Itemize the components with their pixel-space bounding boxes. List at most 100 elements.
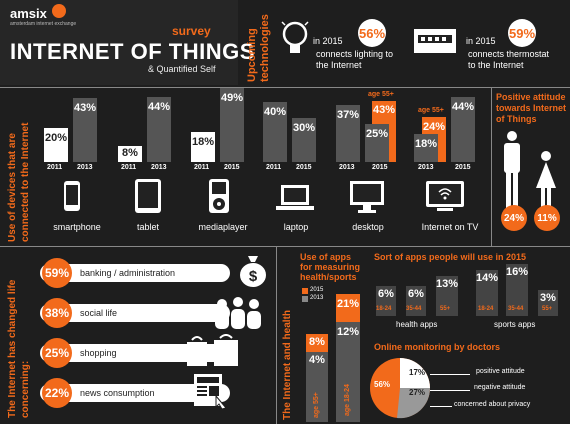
people-icon	[210, 296, 266, 335]
device-label-tablet: tablet	[136, 222, 160, 232]
desktop-bar-2015: 25%	[365, 124, 389, 162]
concern-text: banking / administration	[80, 268, 176, 278]
concerns-label: The Internet has changed life concerning…	[7, 279, 31, 418]
year-label: 2013	[418, 164, 434, 171]
device-label-desktop: desktop	[352, 222, 384, 232]
concern-bar	[40, 344, 230, 362]
age-label: 35-44	[406, 306, 422, 312]
tv-bar-2013: 18%	[414, 134, 438, 162]
smartphone-bar-2011: 20%	[44, 128, 68, 162]
monitor-pie	[368, 356, 432, 424]
divider	[491, 87, 492, 247]
newspaper-icon	[192, 372, 232, 417]
concern-pct: 22%	[42, 378, 72, 408]
upcoming-1-pct: 56%	[358, 19, 386, 47]
leader-line	[430, 406, 452, 407]
device-label-smartphone: smartphone	[53, 222, 101, 232]
logo: amsix	[10, 6, 47, 21]
age-label: 18-24	[478, 306, 494, 312]
device-label-mediaplayer: mediaplayer	[198, 222, 248, 232]
health-age-1824: age 18-24	[344, 384, 351, 416]
upcoming-label: Upcoming technologies	[246, 14, 271, 82]
monitor-negative-pct: 27%	[409, 388, 426, 397]
tv-bar-2015: 44%	[451, 97, 475, 162]
laptop-bar-2015: 30%	[292, 118, 316, 162]
monitor-positive-pct: 17%	[409, 368, 426, 377]
upcoming-1-text: connects lighting to the Internet	[316, 49, 394, 70]
logo-mark-icon	[52, 4, 66, 18]
sort-title: Sort of apps people will use in 2015	[374, 252, 527, 262]
age-label: 35-44	[508, 306, 524, 312]
age-label: 18-24	[376, 306, 392, 312]
year-label: 2011	[266, 164, 282, 171]
tablet-bar-2011: 8%	[118, 146, 142, 162]
concern-text: shopping	[80, 348, 117, 358]
age-note: age 55+	[368, 91, 394, 98]
desktop-icon	[349, 180, 385, 219]
year-label: 2011	[121, 164, 137, 171]
logo-subtitle: amsterdam internet exchange	[10, 21, 77, 27]
year-label: 2011	[194, 164, 210, 171]
monitor-positive-label: positive attitude	[476, 368, 525, 375]
tablet-icon	[134, 178, 162, 219]
legend-2015: 2015	[310, 287, 324, 293]
divider	[276, 247, 277, 424]
page-subtitle: & Quantified Self	[148, 64, 216, 74]
female-icon	[534, 150, 558, 215]
laptop-bar-2011: 40%	[263, 102, 287, 162]
attitude-label: Positive attitude towards Internet of Th…	[496, 92, 567, 124]
money-bag-icon: $	[238, 254, 268, 293]
year-label: 2013	[151, 164, 167, 171]
year-label: 2015	[296, 164, 312, 171]
sports-app-bar: 16%	[506, 264, 528, 316]
monitor-negative-label: negative attitude	[474, 384, 526, 391]
divider	[0, 87, 570, 88]
legend-2013: 2013	[310, 295, 324, 301]
tv-icon	[425, 180, 465, 219]
male-icon	[500, 130, 524, 215]
age-note: age 55+	[418, 107, 444, 114]
upcoming-1-year: in 2015	[313, 36, 343, 46]
apps-title: Use of apps for measuring health/sports	[300, 252, 361, 282]
year-label: 2015	[224, 164, 240, 171]
year-label: 2013	[77, 164, 93, 171]
sports-app-bar: 3%	[538, 290, 558, 316]
mediaplayer-icon	[208, 178, 230, 219]
health-apps-label: health apps	[396, 320, 438, 329]
desktop-bar-2013: 37%	[336, 105, 360, 162]
mediaplayer-bar-2015: 49%	[220, 88, 244, 162]
health-age-55: age 55+	[313, 392, 320, 418]
mediaplayer-bar-2011: 18%	[191, 132, 215, 162]
page-title: INTERNET OF THINGS	[10, 39, 255, 64]
tablet-bar-2013: 44%	[147, 97, 171, 162]
device-label-tv: Internet on TV	[421, 222, 479, 232]
concern-bar	[40, 304, 230, 322]
svg-text:$: $	[249, 268, 258, 285]
monitor-concerned-label: concerned about privacy	[454, 401, 531, 408]
health-bar-55-2015: 8%	[306, 334, 328, 352]
leader-line	[430, 390, 470, 391]
health-app-bar: 6%	[376, 286, 396, 316]
legend-2013-swatch	[302, 296, 308, 302]
age-label: 55+	[542, 306, 553, 312]
year-label: 2013	[339, 164, 355, 171]
divider	[0, 246, 570, 247]
attitude-female-pct: 11%	[534, 205, 560, 231]
concern-pct: 59%	[42, 258, 72, 288]
year-label: 2015	[455, 164, 471, 171]
concern-pct: 25%	[42, 338, 72, 368]
legend-2015-swatch	[302, 288, 308, 294]
concern-bar	[40, 384, 230, 402]
health-app-bar: 13%	[436, 276, 458, 316]
health-app-bar: 6%	[406, 286, 426, 316]
monitor-title: Online monitoring by doctors	[374, 342, 500, 352]
concern-text: social life	[80, 308, 118, 318]
health-bar-1824-2015: 21%	[336, 294, 360, 322]
year-label: 2015	[372, 164, 388, 171]
thermostat-icon	[413, 28, 457, 61]
sports-apps-label: sports apps	[494, 320, 536, 329]
concern-bar	[40, 264, 230, 282]
upcoming-2-year: in 2015	[466, 36, 496, 46]
health-bar-1824-2013: 12%	[336, 322, 360, 422]
survey-label: survey	[172, 24, 211, 38]
